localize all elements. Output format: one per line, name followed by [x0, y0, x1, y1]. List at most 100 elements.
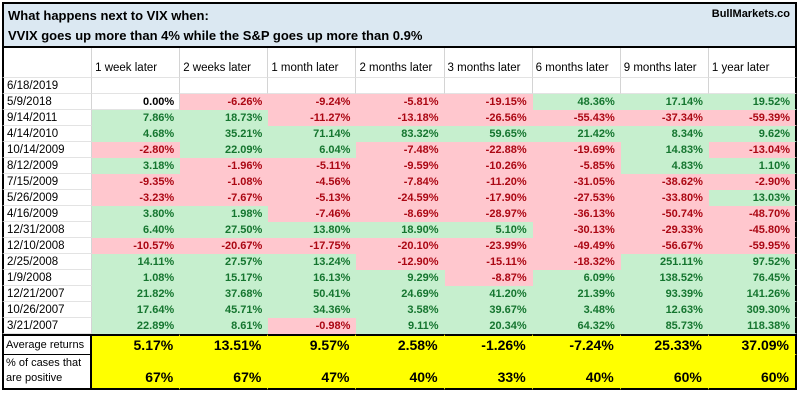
return-cell: 24.69%	[356, 286, 445, 302]
summary-cell: 37.09%	[708, 334, 797, 355]
table-row: 9/14/2011 7.86% 18.73% -11.27% -13.18% -26.56…	[2, 110, 797, 126]
summary-cell: 40%	[532, 355, 621, 390]
date-cell: 12/31/2008	[2, 222, 93, 238]
return-cell: -5.85%	[532, 158, 621, 174]
return-cell: 17.64%	[92, 302, 181, 318]
return-cell: -27.53%	[532, 190, 621, 206]
date-cell: 8/12/2009	[2, 158, 93, 174]
date-cell: 10/26/2007	[2, 302, 93, 318]
return-cell: 21.39%	[532, 286, 621, 302]
return-cell: 22.09%	[180, 142, 269, 158]
date-cell: 12/10/2008	[2, 238, 93, 254]
return-cell: 18.90%	[356, 222, 445, 238]
return-cell: -50.74%	[620, 206, 709, 222]
return-cell: -59.95%	[708, 238, 797, 254]
return-cell: -7.84%	[356, 174, 445, 190]
summary-cell: 60%	[620, 355, 709, 390]
return-cell: 27.50%	[180, 222, 269, 238]
return-cell: 118.38%	[708, 318, 797, 334]
return-cell: -33.80%	[620, 190, 709, 206]
return-cell: 22.89%	[92, 318, 181, 334]
table-row: 7/15/2009 -9.35% -1.08% -4.56% -7.84% -11.20%…	[2, 174, 797, 190]
table-row: 2/25/2008 14.11% 27.57% 13.24% -12.90% -15.11…	[2, 254, 797, 270]
return-cell: 97.52%	[708, 254, 797, 270]
date-cell: 3/21/2007	[2, 318, 93, 334]
summary-cell: 13.51%	[180, 334, 269, 355]
return-cell: 34.36%	[268, 302, 357, 318]
col-header: 6 months later	[532, 48, 621, 78]
return-cell: -19.15%	[444, 94, 533, 110]
return-cell: -9.24%	[268, 94, 357, 110]
return-cell: -8.69%	[356, 206, 445, 222]
return-cell: -13.04%	[708, 142, 797, 158]
return-cell: -8.87%	[444, 270, 533, 286]
return-cell: -5.11%	[268, 158, 357, 174]
return-cell: -29.33%	[620, 222, 709, 238]
title-block: What happens next to VIX when: BullMarke…	[2, 2, 797, 48]
return-cell: -36.13%	[532, 206, 621, 222]
return-cell: -6.26%	[180, 94, 269, 110]
return-cell: -48.70%	[708, 206, 797, 222]
return-cell: 71.14%	[268, 126, 357, 142]
return-cell: 13.03%	[708, 190, 797, 206]
return-cell: -49.49%	[532, 238, 621, 254]
return-cell: 14.83%	[620, 142, 709, 158]
return-cell: -45.80%	[708, 222, 797, 238]
return-cell: 93.39%	[620, 286, 709, 302]
date-cell: 5/9/2018	[2, 94, 93, 110]
col-header: 1 year later	[708, 48, 797, 78]
table-row: 6/18/2019	[2, 78, 797, 94]
return-cell: 12.63%	[620, 302, 709, 318]
return-cell: -31.05%	[532, 174, 621, 190]
table-row: 10/14/2009 -2.80% 22.09% 6.04% -7.48% -22.88%…	[2, 142, 797, 158]
return-cell: -5.13%	[268, 190, 357, 206]
col-header: 2 months later	[356, 48, 445, 78]
summary-cell: 67%	[92, 355, 181, 390]
header-row: 1 week later 2 weeks later 1 month later 2 …	[2, 48, 797, 78]
table-row: 10/26/2007 17.64% 45.71% 34.36% 3.58% 39.67% 3…	[2, 302, 797, 318]
average-returns-label: Average returns	[2, 334, 93, 355]
date-cell: 7/15/2009	[2, 174, 93, 190]
return-cell: -7.46%	[268, 206, 357, 222]
return-cell: -28.97%	[444, 206, 533, 222]
return-cell: 3.80%	[92, 206, 181, 222]
return-cell: 0.00%	[92, 94, 181, 110]
return-cell	[356, 78, 445, 94]
table-row: 8/12/2009 3.18% -1.96% -5.11% -9.59% -10.26% -…	[2, 158, 797, 174]
return-cell: 4.68%	[92, 126, 181, 142]
return-cell: -18.32%	[532, 254, 621, 270]
return-cell: 1.98%	[180, 206, 269, 222]
date-cell: 1/9/2008	[2, 270, 93, 286]
return-cell	[268, 78, 357, 94]
return-cell: 21.42%	[532, 126, 621, 142]
return-cell: -56.67%	[620, 238, 709, 254]
return-cell	[708, 78, 797, 94]
date-cell: 10/14/2009	[2, 142, 93, 158]
col-header: 1 month later	[268, 48, 357, 78]
return-cell: 39.67%	[444, 302, 533, 318]
return-cell: 9.29%	[356, 270, 445, 286]
table-row: 5/26/2009 -3.23% -7.67% -5.13% -24.59% -17.90…	[2, 190, 797, 206]
summary-cell: 25.33%	[620, 334, 709, 355]
return-cell: -17.90%	[444, 190, 533, 206]
summary-cell: 47%	[268, 355, 357, 390]
return-cell: -37.34%	[620, 110, 709, 126]
brand-text: BullMarkets.co	[711, 8, 790, 20]
date-cell: 5/26/2009	[2, 190, 93, 206]
return-cell: -24.59%	[356, 190, 445, 206]
return-cell: -4.56%	[268, 174, 357, 190]
return-cell: 4.83%	[620, 158, 709, 174]
return-cell: -38.62%	[620, 174, 709, 190]
return-cell: 13.24%	[268, 254, 357, 270]
table-row: 4/14/2010 4.68% 35.21% 71.14% 83.32% 59.65% 21…	[2, 126, 797, 142]
summary-cell: 67%	[180, 355, 269, 390]
summary-cell: 2.58%	[356, 334, 445, 355]
return-cell: 6.40%	[92, 222, 181, 238]
return-cell: 27.57%	[180, 254, 269, 270]
title-line1: What happens next to VIX when:	[8, 8, 209, 23]
table-row: 5/9/2018 0.00% -6.26% -9.24% -5.81% -19.15% 48…	[2, 94, 797, 110]
return-cell: 41.20%	[444, 286, 533, 302]
summary-cell: 5.17%	[92, 334, 181, 355]
summary-cell: 60%	[708, 355, 797, 390]
average-returns-row: Average returns 5.17% 13.51% 9.57% 2.58% -1.2…	[2, 334, 797, 355]
